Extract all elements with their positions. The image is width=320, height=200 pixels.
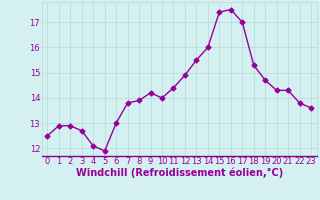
X-axis label: Windchill (Refroidissement éolien,°C): Windchill (Refroidissement éolien,°C) (76, 168, 283, 178)
